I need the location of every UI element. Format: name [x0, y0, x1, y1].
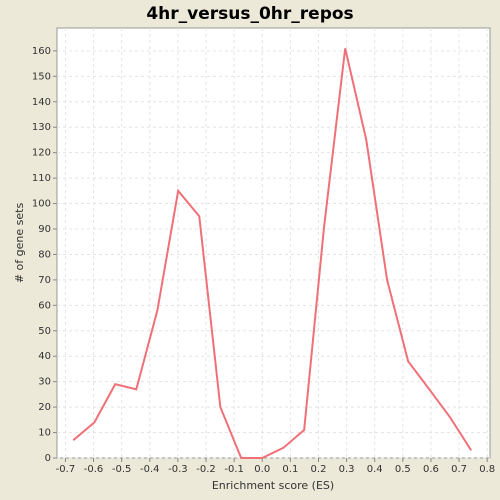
x-tick-label: -0.3	[168, 464, 188, 475]
y-tick-label: 10	[38, 428, 51, 439]
y-tick-label: 150	[32, 71, 51, 82]
y-tick-label: 110	[32, 173, 51, 184]
y-axis-label: # of gene sets	[13, 203, 26, 284]
y-tick-label: 90	[38, 224, 51, 235]
x-tick-label: 0.2	[311, 464, 327, 475]
y-tick-label: 60	[38, 300, 51, 311]
x-tick-label: 0.7	[451, 464, 467, 475]
x-tick-label: 0.3	[339, 464, 355, 475]
y-tick-label: 50	[38, 326, 51, 337]
chart-title: 4hr_versus_0hr_repos	[146, 4, 353, 24]
x-tick-label: -0.4	[140, 464, 160, 475]
x-tick-label: -0.6	[84, 464, 104, 475]
x-tick-label: 0.4	[367, 464, 383, 475]
x-tick-label: -0.2	[196, 464, 216, 475]
y-tick-label: 130	[32, 122, 51, 133]
y-tick-label: 160	[32, 46, 51, 57]
plot-area	[56, 27, 491, 459]
x-tick-label: 0.5	[395, 464, 411, 475]
y-tick-label: 140	[32, 97, 51, 108]
y-tick-label: 40	[38, 351, 51, 362]
y-tick-label: 30	[38, 377, 51, 388]
x-tick-label: 0.6	[423, 464, 439, 475]
x-tick-label: 0.1	[282, 464, 298, 475]
y-tick-label: 0	[45, 453, 51, 464]
data-line	[72, 48, 473, 459]
x-tick-label: -0.7	[56, 464, 76, 475]
x-tick-label: -0.1	[224, 464, 244, 475]
y-tick-label: 20	[38, 402, 51, 413]
x-axis-label: Enrichment score (ES)	[212, 479, 334, 492]
y-tick-label: 80	[38, 249, 51, 260]
y-tick-label: 70	[38, 275, 51, 286]
x-tick-label: 0.0	[254, 464, 270, 475]
x-tick-label: 0.8	[479, 464, 495, 475]
x-tick-label: -0.5	[112, 464, 132, 475]
y-tick-label: 100	[32, 199, 51, 210]
y-tick-label: 120	[32, 148, 51, 159]
